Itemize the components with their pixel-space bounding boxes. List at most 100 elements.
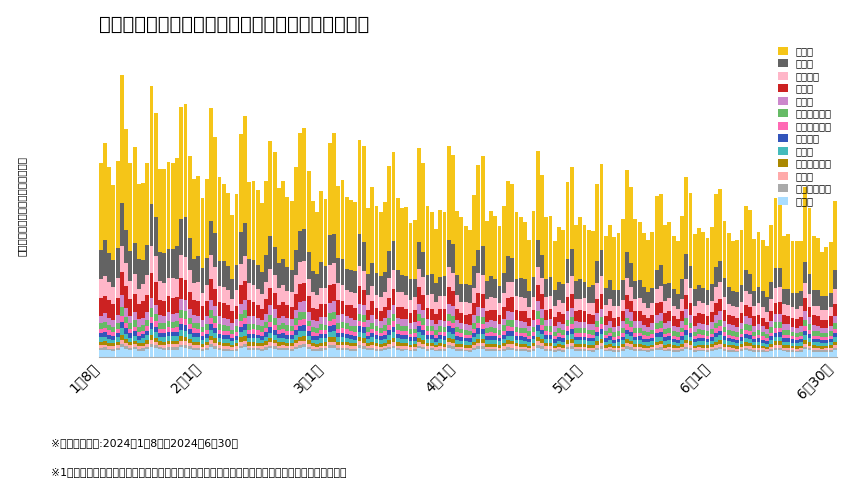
Bar (510, 341, 515, 344)
Bar (158, 347, 162, 349)
Bar (820, 341, 824, 343)
Bar (158, 323, 162, 329)
Bar (302, 341, 306, 344)
Bar (133, 320, 136, 327)
Bar (167, 277, 170, 296)
Bar (463, 335, 468, 338)
Bar (421, 277, 425, 295)
Bar (748, 343, 752, 346)
Bar (425, 295, 429, 308)
Bar (463, 284, 468, 302)
Bar (476, 316, 481, 323)
Bar (268, 338, 273, 342)
Bar (362, 322, 366, 327)
Bar (442, 310, 446, 321)
Bar (803, 319, 807, 326)
Bar (671, 289, 676, 306)
Bar (425, 346, 429, 348)
Bar (434, 314, 438, 324)
Bar (354, 343, 357, 346)
Bar (604, 305, 607, 316)
Bar (455, 309, 459, 320)
Bar (638, 340, 642, 344)
Bar (302, 312, 306, 319)
Bar (722, 346, 727, 349)
Bar (489, 211, 493, 276)
Bar (366, 350, 370, 357)
Bar (234, 343, 239, 346)
Bar (146, 344, 149, 347)
Bar (345, 290, 348, 305)
Bar (676, 346, 680, 348)
Bar (442, 296, 446, 310)
Bar (617, 339, 620, 342)
Bar (256, 289, 260, 305)
Bar (176, 347, 179, 349)
Bar (256, 265, 260, 289)
Bar (451, 343, 455, 346)
Bar (158, 333, 162, 337)
Bar (396, 324, 400, 330)
Bar (596, 313, 599, 321)
Bar (124, 308, 128, 317)
Bar (774, 269, 777, 289)
Bar (638, 328, 642, 333)
Bar (634, 349, 637, 351)
Bar (158, 342, 162, 344)
Bar (553, 352, 556, 357)
Bar (642, 324, 646, 331)
Bar (591, 335, 595, 338)
Bar (417, 304, 421, 314)
Bar (184, 345, 187, 348)
Bar (239, 348, 243, 357)
Bar (642, 339, 646, 342)
Bar (158, 281, 162, 300)
Bar (688, 266, 693, 288)
Bar (247, 283, 251, 299)
Bar (213, 343, 217, 346)
Bar (489, 336, 493, 340)
Bar (273, 247, 277, 274)
Bar (388, 343, 391, 346)
Bar (799, 325, 803, 332)
Bar (816, 317, 820, 325)
Bar (574, 341, 578, 344)
Bar (688, 323, 693, 328)
Bar (213, 306, 217, 316)
Bar (510, 331, 515, 336)
Bar (176, 321, 179, 327)
Bar (362, 242, 366, 271)
Bar (366, 327, 370, 332)
Bar (354, 346, 357, 349)
Bar (451, 348, 455, 357)
Bar (204, 342, 209, 345)
Bar (731, 291, 735, 306)
Bar (646, 350, 650, 352)
Bar (146, 163, 149, 245)
Bar (561, 342, 565, 345)
Bar (765, 346, 769, 349)
Bar (684, 330, 688, 335)
Bar (613, 350, 616, 352)
Bar (570, 167, 573, 249)
Bar (786, 347, 790, 350)
Bar (523, 279, 527, 298)
Bar (392, 332, 395, 338)
Bar (362, 290, 366, 305)
Bar (667, 333, 671, 336)
Bar (740, 334, 744, 337)
Bar (498, 324, 502, 330)
Bar (341, 333, 344, 337)
Bar (150, 344, 153, 347)
Bar (791, 307, 794, 318)
Bar (217, 302, 222, 317)
Bar (239, 342, 243, 345)
Bar (710, 347, 714, 349)
Bar (146, 326, 149, 331)
Bar (570, 276, 573, 294)
Bar (688, 315, 693, 323)
Bar (234, 336, 239, 340)
Bar (320, 288, 323, 304)
Bar (722, 332, 727, 336)
Bar (421, 340, 425, 343)
